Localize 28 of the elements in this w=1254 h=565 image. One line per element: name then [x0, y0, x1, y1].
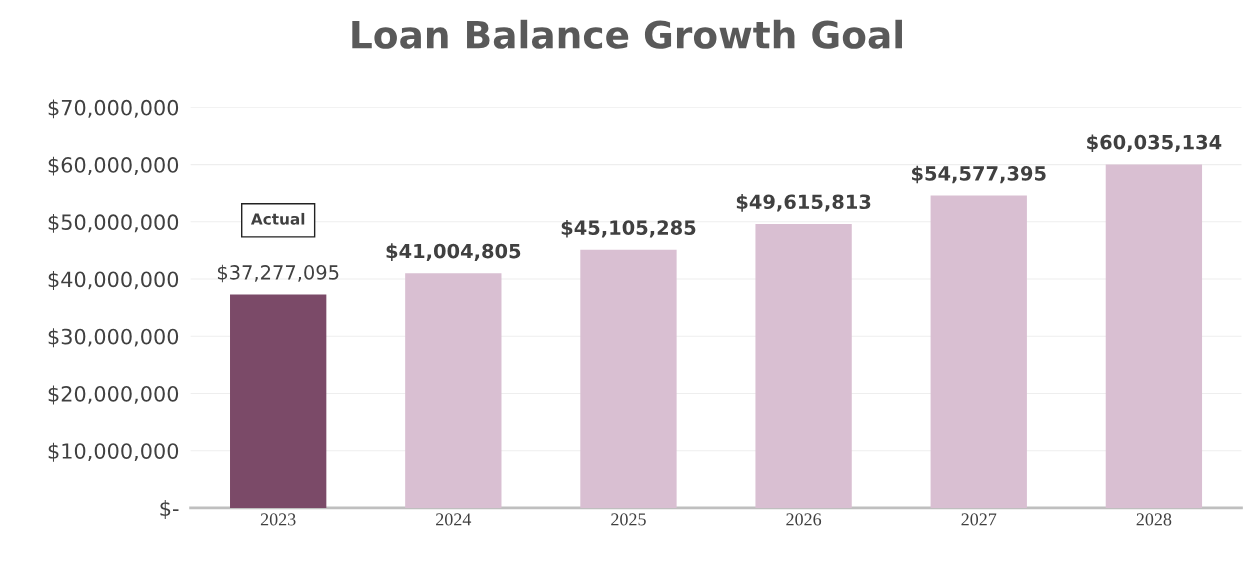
bar	[405, 273, 502, 508]
bar	[580, 249, 677, 508]
y-tick-label: $-	[160, 500, 179, 519]
x-tick-label: 2027	[961, 513, 997, 526]
y-tick-label: $10,000,000	[48, 442, 179, 462]
chart-title: Loan Balance Growth Goal	[352, 19, 902, 49]
x-tick-label: 2028	[1136, 513, 1172, 526]
annotation: Actual	[250, 212, 305, 225]
data-label: $60,035,134	[1087, 134, 1222, 153]
bar	[755, 224, 852, 508]
bar	[930, 195, 1027, 508]
y-tick-label: $50,000,000	[48, 213, 179, 233]
y-tick-label: $40,000,000	[48, 271, 179, 291]
bar	[1105, 164, 1203, 508]
y-tick-label: $70,000,000	[48, 99, 179, 119]
y-tick-label: $30,000,000	[48, 328, 179, 348]
data-label: $45,105,285	[561, 219, 696, 238]
bar	[230, 294, 327, 508]
x-tick-label: 2024	[436, 513, 472, 526]
data-label: $37,277,095	[217, 264, 339, 283]
y-tick-label: $20,000,000	[48, 385, 179, 405]
data-label: $49,615,813	[736, 194, 871, 212]
x-tick-label: 2023	[260, 513, 296, 526]
data-label: $54,577,395	[912, 165, 1046, 184]
data-label: $41,004,805	[386, 243, 521, 261]
x-tick-label: 2025	[611, 513, 646, 526]
y-tick-label: $60,000,000	[48, 156, 179, 176]
x-tick-label: 2026	[786, 513, 822, 526]
